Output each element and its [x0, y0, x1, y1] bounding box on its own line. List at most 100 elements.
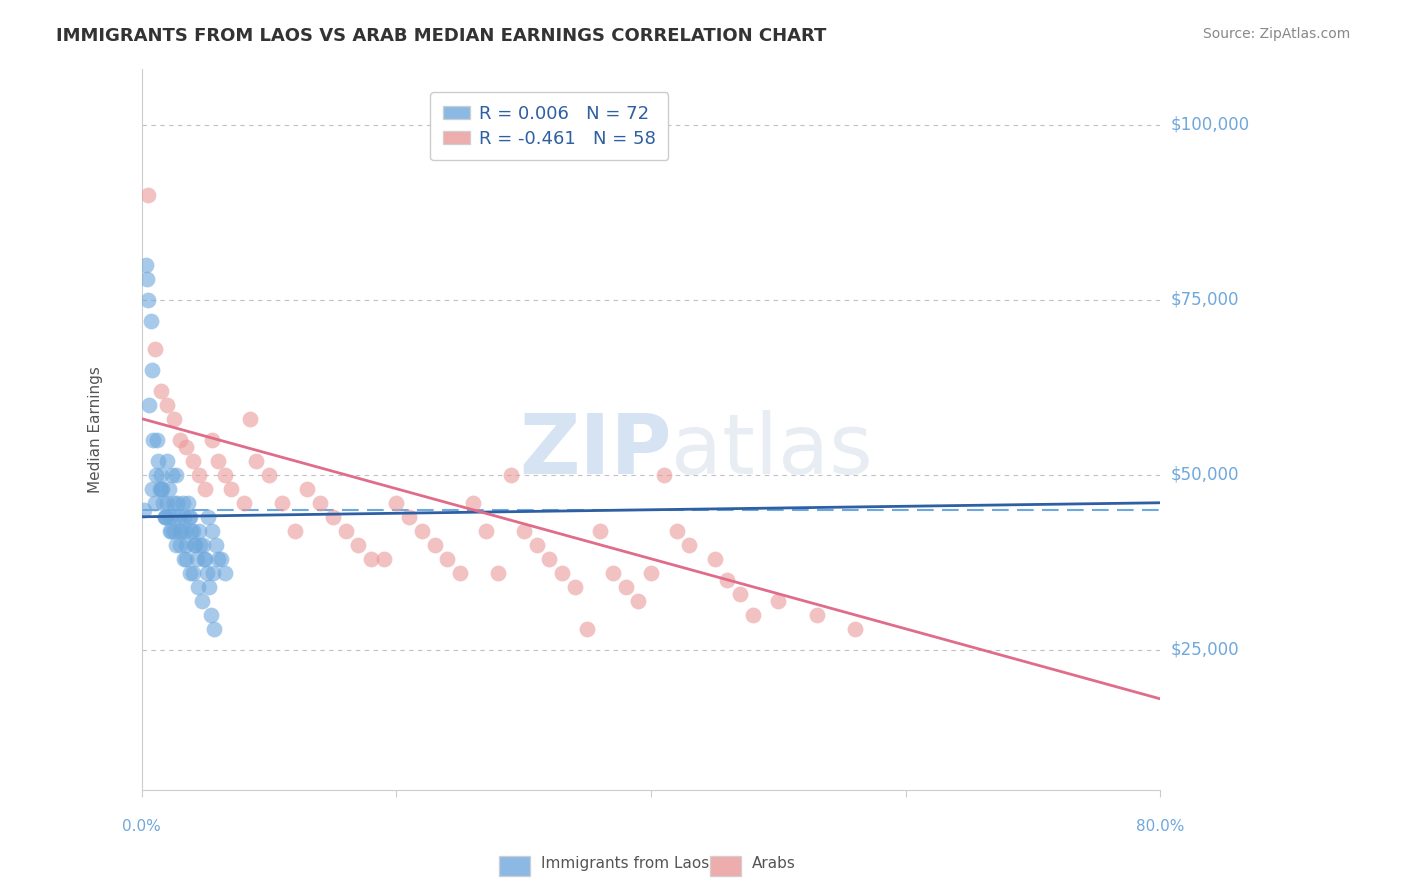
Point: [166, 496, 188, 510]
Point: [678, 538, 700, 552]
Point: [138, 398, 160, 412]
Point: [141, 362, 163, 376]
Point: [198, 580, 221, 594]
Point: [172, 496, 194, 510]
Point: [398, 509, 420, 524]
Point: [181, 454, 204, 468]
Point: [209, 551, 232, 566]
Point: [239, 411, 262, 425]
Point: [806, 607, 828, 622]
Point: [184, 538, 207, 552]
Point: [728, 587, 751, 601]
Point: [640, 566, 662, 580]
Point: [170, 524, 193, 538]
Point: [423, 538, 446, 552]
Point: [143, 342, 166, 356]
Point: [768, 594, 790, 608]
Point: [193, 551, 215, 566]
Point: [156, 398, 179, 412]
Point: [602, 566, 624, 580]
Point: [703, 551, 725, 566]
Point: [335, 524, 357, 538]
Point: [665, 524, 688, 538]
Point: [139, 313, 162, 327]
Point: [197, 509, 219, 524]
Point: [551, 566, 574, 580]
Point: [201, 433, 224, 447]
Point: [179, 509, 201, 524]
Point: [360, 551, 382, 566]
Point: [163, 496, 186, 510]
Point: [436, 551, 458, 566]
Point: [156, 496, 179, 510]
Point: [150, 482, 173, 496]
Point: [200, 607, 222, 622]
Point: [149, 384, 172, 398]
Point: [163, 509, 186, 524]
Point: [174, 524, 197, 538]
Point: [742, 607, 765, 622]
Point: [564, 580, 586, 594]
Point: [183, 538, 205, 552]
Point: [576, 622, 599, 636]
Point: [149, 467, 172, 482]
Point: [322, 509, 344, 524]
Point: [155, 509, 177, 524]
Point: [245, 454, 267, 468]
Point: [214, 467, 236, 482]
Point: [176, 440, 198, 454]
Point: [173, 551, 195, 566]
Point: [146, 433, 169, 447]
Point: [207, 551, 229, 566]
Point: [179, 566, 201, 580]
Point: [160, 524, 183, 538]
Text: $25,000: $25,000: [1171, 640, 1239, 659]
Point: [169, 433, 191, 447]
Text: Immigrants from Laos: Immigrants from Laos: [541, 856, 710, 871]
Point: [194, 551, 217, 566]
Point: [176, 496, 198, 510]
Text: Median Earnings: Median Earnings: [89, 366, 104, 492]
Point: [162, 467, 184, 482]
Point: [486, 566, 509, 580]
Text: $75,000: $75,000: [1171, 291, 1239, 309]
Point: [449, 566, 471, 580]
Point: [411, 524, 433, 538]
Point: [153, 509, 176, 524]
Point: [187, 580, 209, 594]
Point: [538, 551, 561, 566]
Point: [474, 524, 496, 538]
Point: [201, 524, 224, 538]
Point: [180, 524, 202, 538]
Point: [136, 293, 159, 307]
Point: [177, 509, 200, 524]
Point: [284, 524, 307, 538]
Point: [148, 454, 170, 468]
Point: [188, 524, 211, 538]
Point: [214, 566, 236, 580]
Point: [135, 258, 157, 272]
Point: [165, 467, 187, 482]
Point: [844, 622, 866, 636]
Point: [142, 433, 165, 447]
Point: [614, 580, 637, 594]
Point: [202, 622, 225, 636]
Point: [186, 551, 208, 566]
Point: [589, 524, 612, 538]
Point: [149, 482, 172, 496]
Point: [145, 467, 167, 482]
Point: [163, 411, 186, 425]
Point: [190, 594, 212, 608]
Point: [219, 482, 242, 496]
Point: [176, 538, 198, 552]
Point: [257, 467, 280, 482]
Point: [163, 524, 186, 538]
Point: [143, 496, 166, 510]
Text: Arabs: Arabs: [752, 856, 796, 871]
Point: [181, 566, 204, 580]
Point: [526, 538, 548, 552]
Point: [652, 467, 675, 482]
Point: [169, 538, 191, 552]
Text: Source: ZipAtlas.com: Source: ZipAtlas.com: [1202, 27, 1350, 41]
Text: 0.0%: 0.0%: [122, 819, 162, 834]
